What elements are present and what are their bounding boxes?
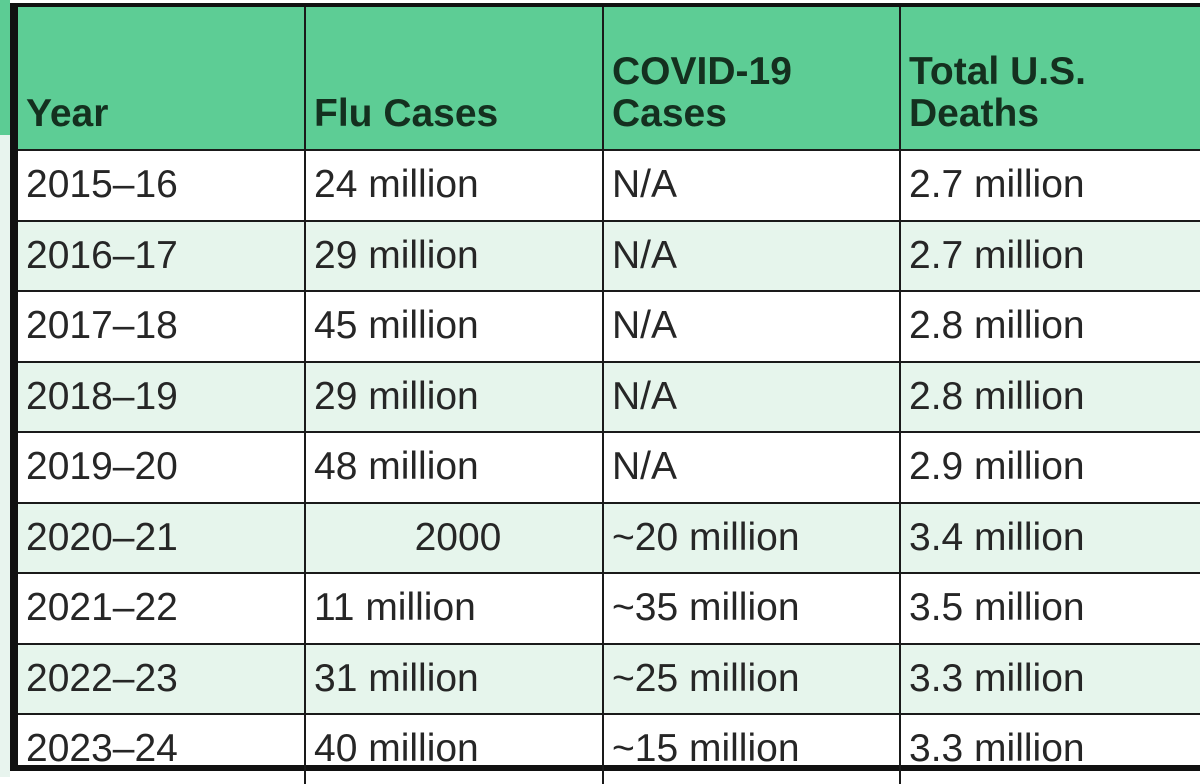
cell-total-deaths: 2.9 million bbox=[899, 431, 1200, 504]
header-year: Year bbox=[18, 7, 306, 151]
table-row: 2018–19 29 million N/A 2.8 million bbox=[18, 360, 1200, 433]
table-row: 2021–22 11 million ~35 million 3.5 million bbox=[18, 572, 1200, 645]
cell-total-deaths: 2.7 million bbox=[899, 149, 1200, 222]
cell-covid-cases: ~20 million bbox=[602, 501, 901, 574]
cell-total-deaths: 3.3 million bbox=[899, 642, 1200, 715]
cell-year: 2021–22 bbox=[18, 572, 306, 645]
cell-flu-cases: 48 million bbox=[304, 431, 604, 504]
table-row: 2022–23 31 million ~25 million 3.3 million bbox=[18, 642, 1200, 715]
cell-year: 2023–24 bbox=[18, 713, 306, 784]
cell-flu-cases: 45 million bbox=[304, 290, 604, 363]
cell-flu-cases: 24 million bbox=[304, 149, 604, 222]
cell-year: 2015–16 bbox=[18, 149, 306, 222]
header-row: Year Flu Cases COVID-19 Cases Total U.S.… bbox=[18, 7, 1200, 151]
cell-flu-cases: 11 million bbox=[304, 572, 604, 645]
cell-year: 2022–23 bbox=[18, 642, 306, 715]
data-table-frame: Year Flu Cases COVID-19 Cases Total U.S.… bbox=[10, 3, 1200, 784]
cell-year: 2020–21 bbox=[18, 501, 306, 574]
left-edge-strip bbox=[0, 0, 10, 777]
cell-year: 2017–18 bbox=[18, 290, 306, 363]
table-row: 2016–17 29 million N/A 2.7 million bbox=[18, 219, 1200, 292]
table-row: 2017–18 45 million N/A 2.8 million bbox=[18, 290, 1200, 363]
cell-flu-cases: 2000 bbox=[304, 501, 604, 574]
cell-flu-cases: 29 million bbox=[304, 219, 604, 292]
cell-total-deaths: 3.4 million bbox=[899, 501, 1200, 574]
cell-covid-cases: ~25 million bbox=[602, 642, 901, 715]
table-row: 2019–20 48 million N/A 2.9 million bbox=[18, 431, 1200, 504]
cell-year: 2016–17 bbox=[18, 219, 306, 292]
header-flu-cases: Flu Cases bbox=[304, 7, 604, 151]
cell-total-deaths: 2.7 million bbox=[899, 219, 1200, 292]
flu-covid-deaths-table: Year Flu Cases COVID-19 Cases Total U.S.… bbox=[18, 7, 1200, 784]
cell-total-deaths: 3.5 million bbox=[899, 572, 1200, 645]
header-total-deaths: Total U.S. Deaths bbox=[899, 7, 1200, 151]
cell-year: 2019–20 bbox=[18, 431, 306, 504]
table-row: 2023–24 40 million ~15 million 3.3 million bbox=[18, 713, 1200, 784]
table-row: 2015–16 24 million N/A 2.7 million bbox=[18, 149, 1200, 222]
cell-flu-cases: 40 million bbox=[304, 713, 604, 784]
header-covid-cases: COVID-19 Cases bbox=[602, 7, 901, 151]
cell-covid-cases: N/A bbox=[602, 290, 901, 363]
cell-total-deaths: 2.8 million bbox=[899, 360, 1200, 433]
cell-flu-cases: 29 million bbox=[304, 360, 604, 433]
cell-covid-cases: N/A bbox=[602, 431, 901, 504]
cell-year: 2018–19 bbox=[18, 360, 306, 433]
cell-covid-cases: ~15 million bbox=[602, 713, 901, 784]
cell-covid-cases: N/A bbox=[602, 219, 901, 292]
cell-covid-cases: N/A bbox=[602, 149, 901, 222]
cell-covid-cases: N/A bbox=[602, 360, 901, 433]
cell-covid-cases: ~35 million bbox=[602, 572, 901, 645]
cell-total-deaths: 2.8 million bbox=[899, 290, 1200, 363]
cell-flu-cases: 31 million bbox=[304, 642, 604, 715]
cell-total-deaths: 3.3 million bbox=[899, 713, 1200, 784]
table-row: 2020–21 2000 ~20 million 3.4 million bbox=[18, 501, 1200, 574]
